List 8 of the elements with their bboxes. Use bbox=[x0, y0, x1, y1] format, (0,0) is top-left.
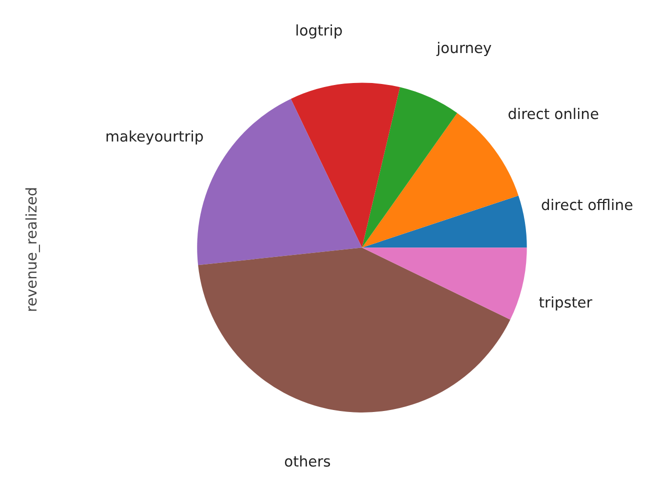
slice-label: journey bbox=[436, 40, 492, 58]
slice-label: makeyourtrip bbox=[105, 128, 204, 146]
slice-label: direct online bbox=[508, 106, 599, 124]
text: revenue_realized bbox=[24, 186, 40, 312]
slice-label: others bbox=[284, 454, 331, 471]
slice-label: direct offline bbox=[541, 197, 634, 214]
slice-label: logtrip bbox=[295, 22, 343, 40]
slice-label: tripster bbox=[538, 294, 594, 312]
